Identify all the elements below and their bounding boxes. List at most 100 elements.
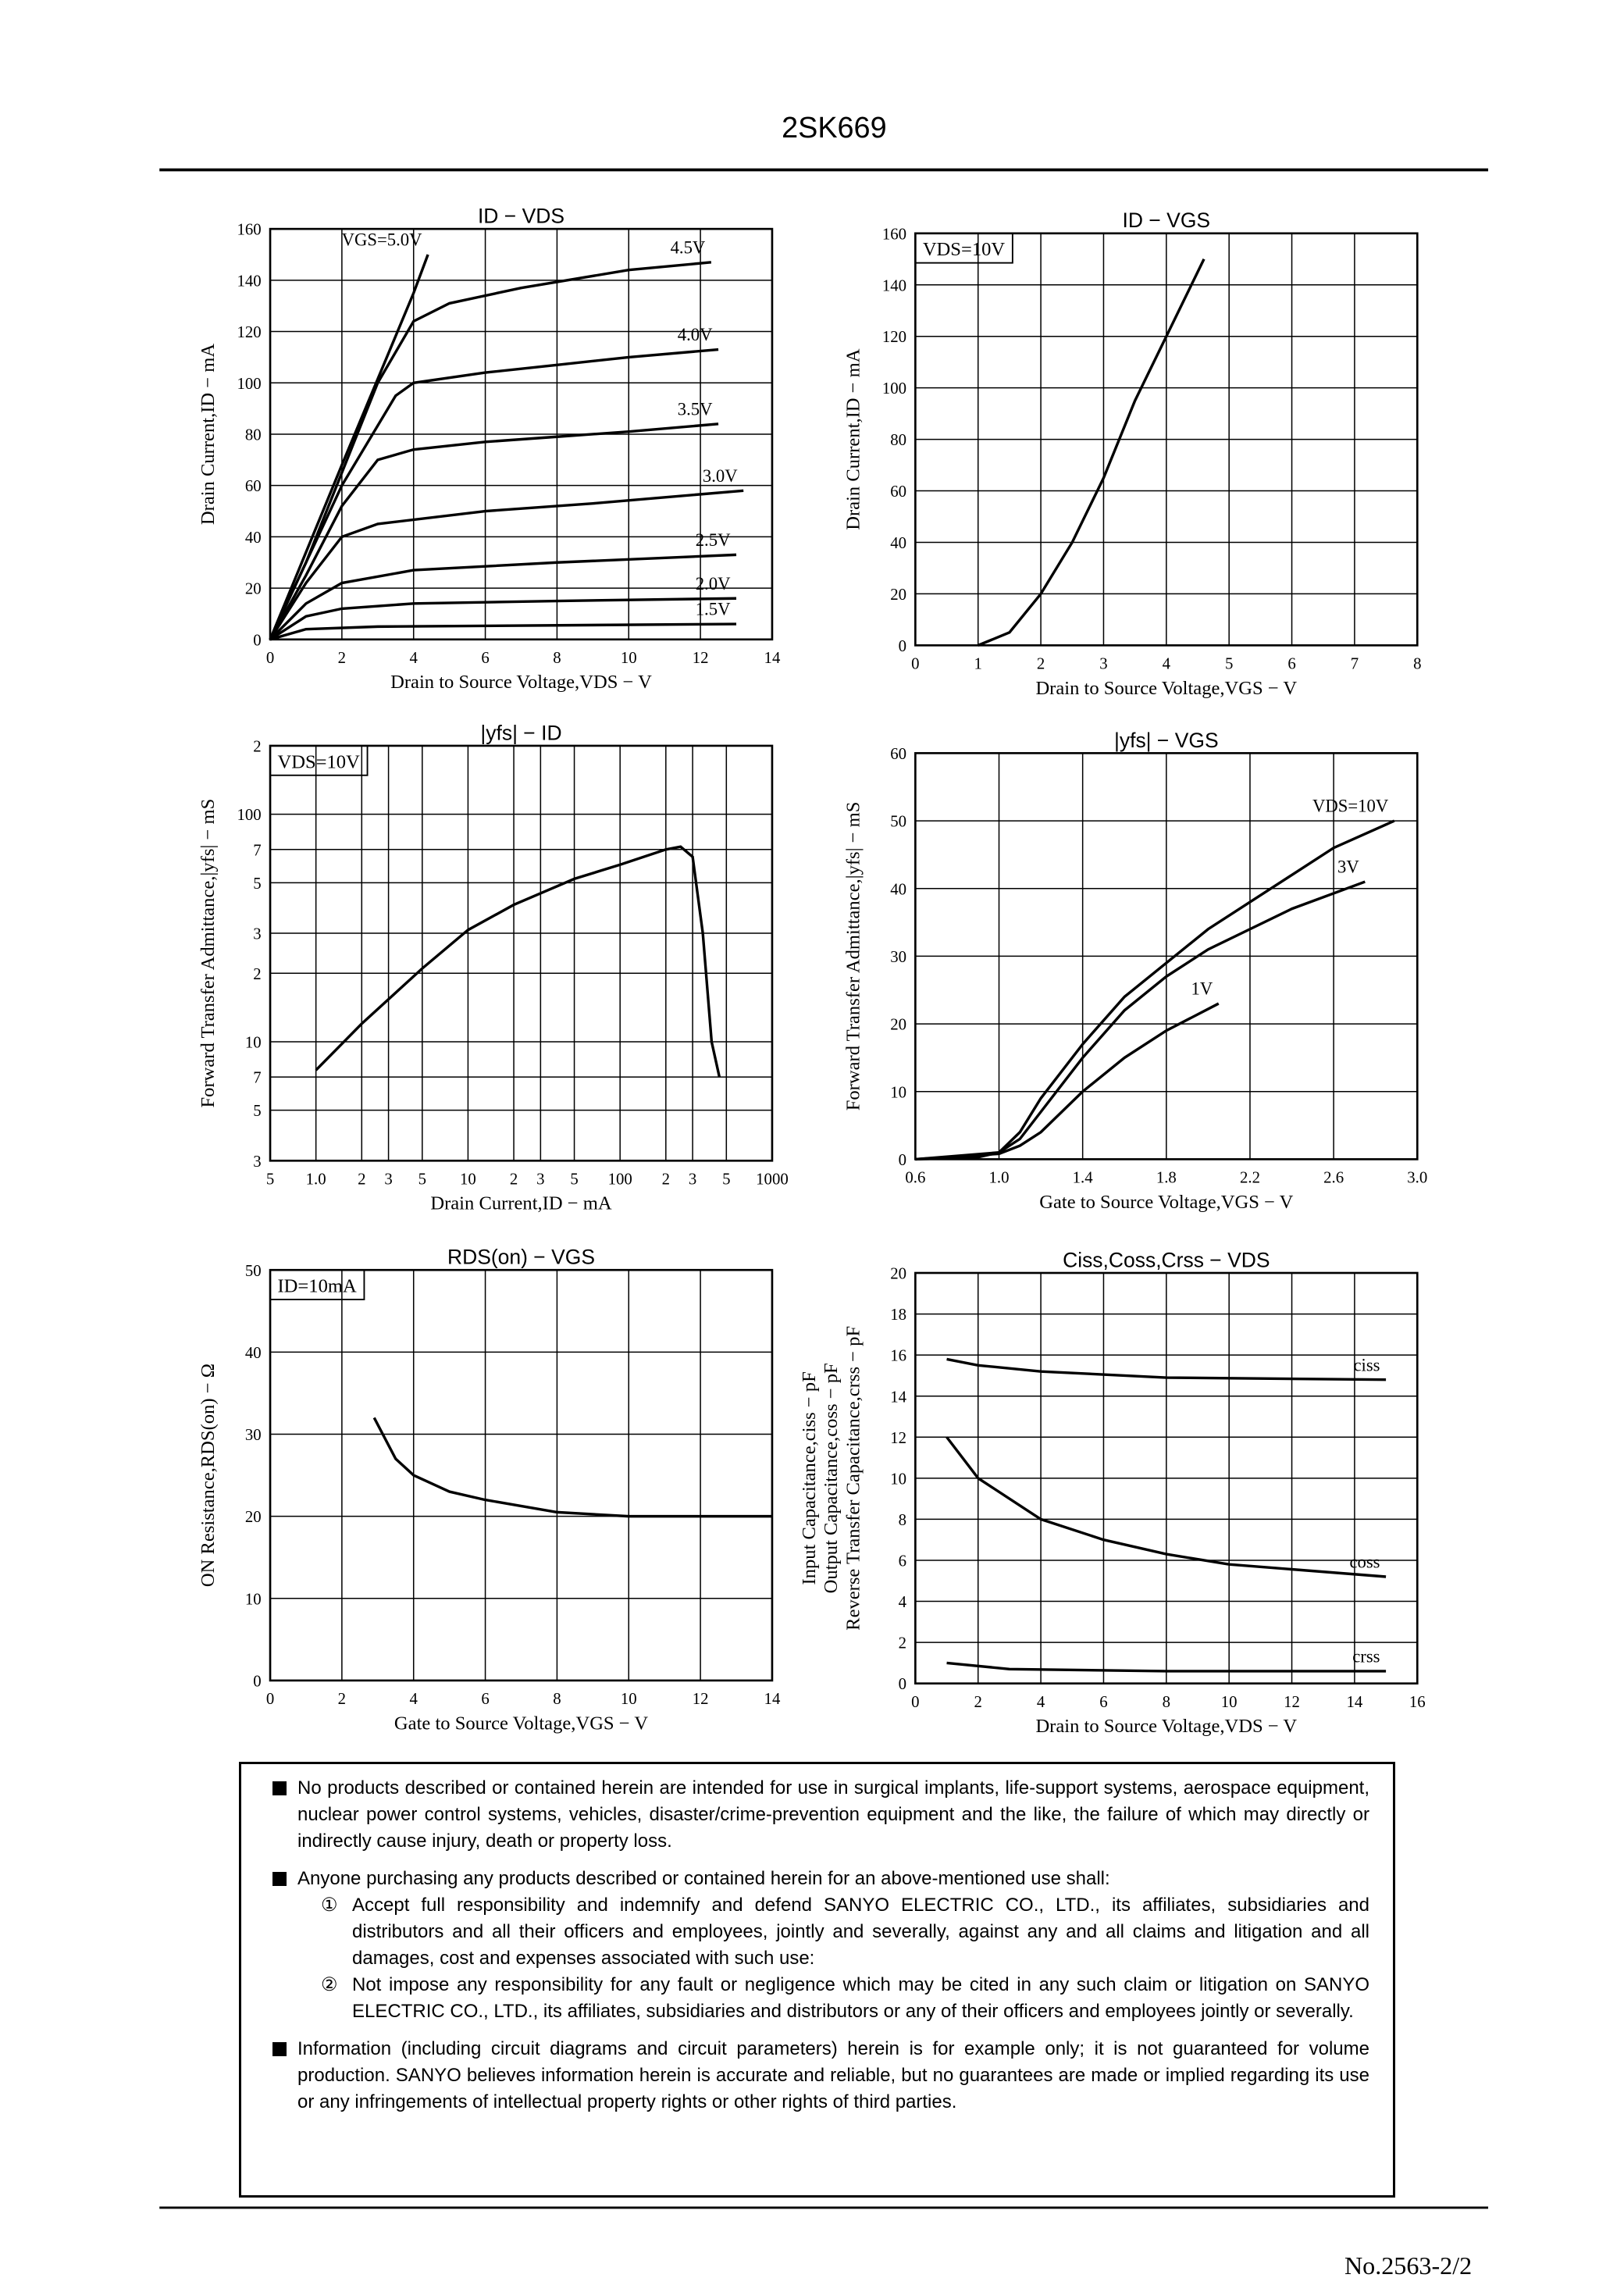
y-tick-label: 40 bbox=[890, 880, 906, 898]
plot-frame bbox=[269, 744, 774, 1162]
x-axis-label: Drain to Source Voltage,VDS − V bbox=[390, 672, 652, 693]
x-tick-label: 10 bbox=[1221, 1693, 1238, 1711]
x-tick-label: 10 bbox=[621, 649, 637, 667]
x-tick-label: 2 bbox=[974, 1693, 982, 1711]
x-axis-label: Gate to Source Voltage,VGS − V bbox=[394, 1713, 648, 1734]
x-tick-label: 4 bbox=[410, 1690, 418, 1708]
y-tick-label: 6 bbox=[899, 1553, 906, 1570]
y-tick-label: 40 bbox=[245, 1344, 262, 1362]
notice-subitem: ② Not impose any responsibility for any f… bbox=[321, 1972, 1369, 2025]
y-axis-label: Input Capacitance,ciss − pF bbox=[799, 1371, 820, 1585]
x-tick-label: 0.6 bbox=[905, 1169, 925, 1187]
series-line bbox=[915, 880, 1366, 1161]
x-tick-label: 6 bbox=[1287, 655, 1295, 673]
x-tick-label: 1.8 bbox=[1156, 1169, 1177, 1187]
x-tick-label: 0 bbox=[911, 655, 919, 673]
x-axis-label: Drain Current,ID − mA bbox=[430, 1193, 612, 1214]
series-label: 3.5V bbox=[678, 399, 713, 419]
x-tick-label: 5 bbox=[1225, 655, 1233, 673]
x-tick-label: 1 bbox=[974, 655, 982, 673]
series-label: crss bbox=[1352, 1647, 1380, 1667]
notice-text: Not impose any responsibility for any fa… bbox=[352, 1974, 1369, 2022]
y-tick-label: 20 bbox=[890, 586, 906, 604]
series-label: 2.0V bbox=[696, 574, 731, 594]
y-axis-label: Forward Transfer Admittance,|yfs| − mS bbox=[843, 802, 864, 1111]
y-tick-label: 80 bbox=[890, 431, 906, 449]
x-tick-label: 3 bbox=[689, 1171, 696, 1189]
x-tick-label: 8 bbox=[553, 649, 561, 667]
x-axis-label: Gate to Source Voltage,VGS − V bbox=[1039, 1192, 1293, 1213]
series-label: ciss bbox=[1353, 1355, 1380, 1374]
chart: 5 1.0 2 3 5 10 2 3 5 100 2 3 5 10003571023571002|yfs|… bbox=[198, 721, 789, 1214]
x-tick-label: 3 bbox=[384, 1171, 392, 1189]
series-label: 1V bbox=[1191, 979, 1213, 999]
annotation: VDS=10V bbox=[277, 751, 360, 772]
y-tick-label: 160 bbox=[882, 225, 906, 243]
y-tick-label: 16 bbox=[890, 1347, 906, 1365]
x-tick-label: 3 bbox=[1099, 655, 1107, 673]
annotation-box bbox=[914, 232, 1013, 264]
x-tick-label: 2 bbox=[338, 1690, 346, 1708]
page-title: 2SK669 bbox=[782, 112, 887, 144]
x-tick-label: 5 bbox=[266, 1171, 274, 1189]
series-line bbox=[269, 348, 719, 640]
x-tick-label: 1.4 bbox=[1073, 1169, 1094, 1187]
annotation-box bbox=[269, 745, 369, 776]
annotation-box bbox=[269, 1269, 365, 1300]
y-tick-label: 7 bbox=[253, 1069, 261, 1087]
chart-title: RDS(on) − VGS bbox=[447, 1246, 595, 1269]
doc-number: No.2563-2/2 bbox=[1344, 2251, 1472, 2278]
y-tick-label: 14 bbox=[890, 1388, 906, 1406]
series-label: 4.0V bbox=[678, 325, 713, 344]
x-tick-label: 2.2 bbox=[1240, 1169, 1260, 1187]
y-tick-label: 7 bbox=[253, 841, 261, 859]
series-line bbox=[372, 1417, 772, 1518]
x-tick-label: 12 bbox=[693, 1690, 709, 1708]
y-tick-label: 2 bbox=[253, 965, 261, 983]
y-axis-label: ON Resistance,RDS(on) − Ω bbox=[198, 1364, 219, 1587]
y-axis-label: Drain Current,ID − mA bbox=[843, 348, 864, 530]
y-tick-label: 10 bbox=[890, 1083, 906, 1101]
series-line bbox=[915, 819, 1395, 1161]
x-tick-label: 6 bbox=[481, 1690, 489, 1708]
y-tick-label: 100 bbox=[237, 806, 261, 824]
x-tick-label: 1.0 bbox=[989, 1169, 1010, 1187]
x-tick-label: 10 bbox=[460, 1171, 476, 1189]
series-line bbox=[978, 258, 1206, 647]
marker: ① bbox=[321, 1895, 338, 1916]
x-tick-label: 5 bbox=[418, 1171, 426, 1189]
y-tick-label: 12 bbox=[890, 1429, 906, 1447]
notice-item: No products described or contained herei… bbox=[272, 1775, 1369, 1855]
series-line bbox=[915, 1002, 1220, 1161]
x-tick-label: 2 bbox=[510, 1171, 518, 1189]
y-tick-label: 0 bbox=[899, 1151, 906, 1169]
x-tick-label: 14 bbox=[764, 649, 781, 667]
series-label: 2.5V bbox=[696, 530, 731, 550]
series-label: 3V bbox=[1337, 857, 1359, 877]
x-tick-label: 8 bbox=[1163, 1693, 1170, 1711]
series-line bbox=[269, 261, 712, 640]
notice-item: Anyone purchasing any products described… bbox=[272, 1866, 1369, 2025]
y-tick-label: 10 bbox=[890, 1470, 906, 1488]
plot-frame bbox=[269, 1268, 774, 1682]
y-tick-label: 8 bbox=[899, 1511, 906, 1529]
y-tick-label: 160 bbox=[237, 221, 261, 239]
x-tick-label: 1.0 bbox=[306, 1171, 326, 1189]
y-tick-label: 120 bbox=[882, 328, 906, 346]
y-tick-label: 2 bbox=[253, 738, 261, 756]
y-axis-label: Reverse Transfer Capacitance,crss − pF bbox=[843, 1326, 864, 1631]
notice-text: Information (including circuit diagrams … bbox=[297, 2038, 1369, 2112]
plot-frame bbox=[914, 752, 1419, 1160]
x-tick-label: 2 bbox=[662, 1171, 670, 1189]
notice-item: Information (including circuit diagrams … bbox=[272, 2036, 1369, 2116]
series-line bbox=[946, 1357, 1387, 1381]
marker: ② bbox=[321, 1974, 338, 1995]
y-tick-label: 100 bbox=[237, 375, 261, 393]
series-label: 3.0V bbox=[703, 466, 738, 486]
x-tick-label: 5 bbox=[570, 1171, 578, 1189]
notice-text: Accept full responsibility and indemnify… bbox=[352, 1895, 1369, 1969]
